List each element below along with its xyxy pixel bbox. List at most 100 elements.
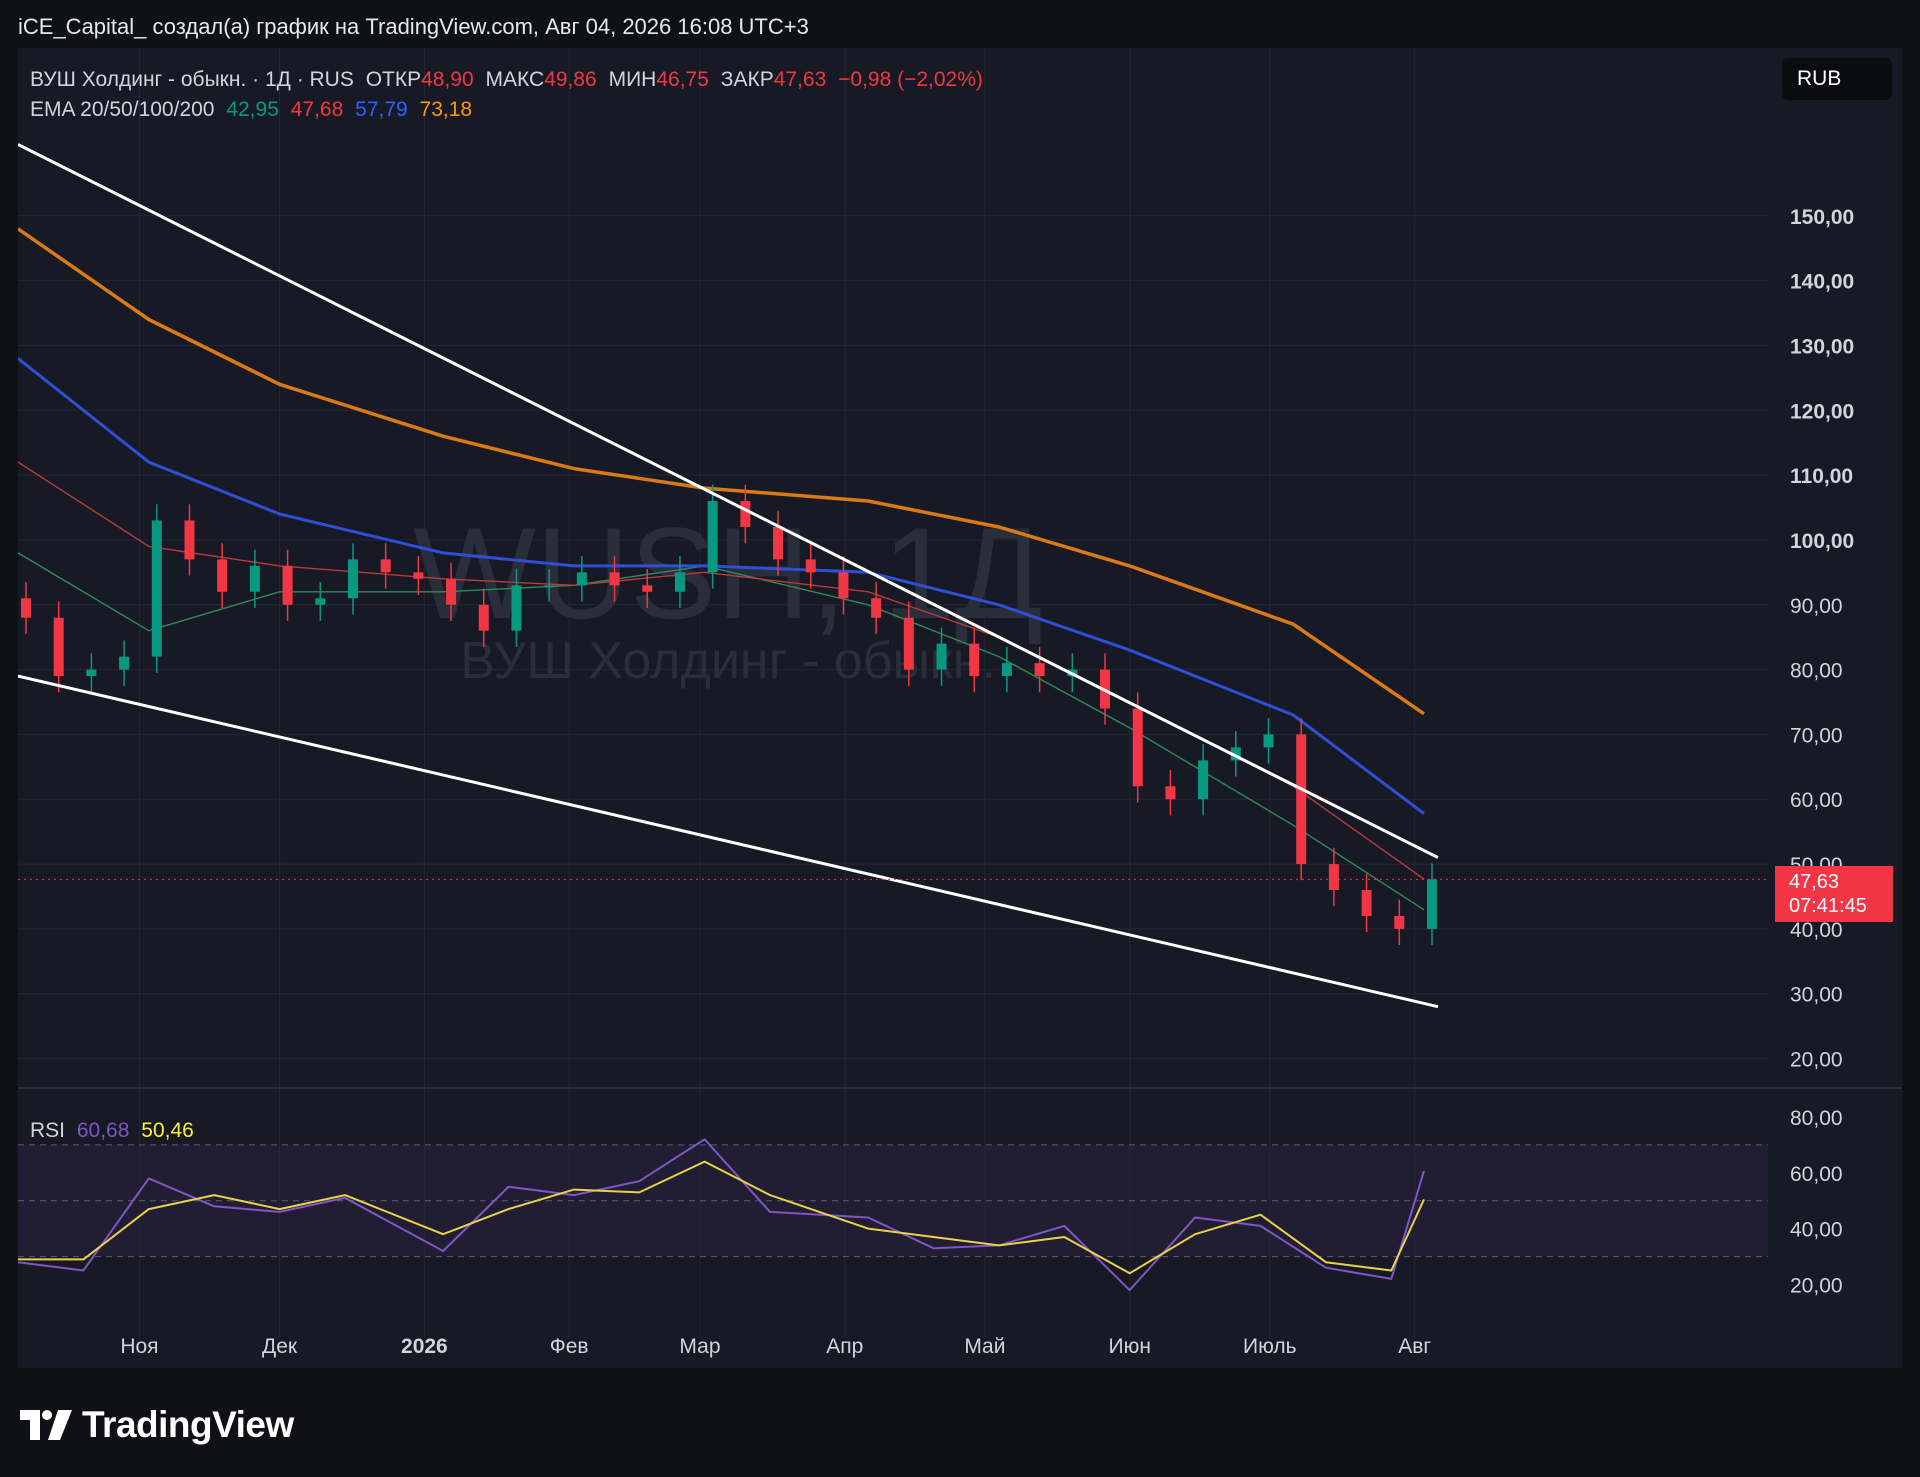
y-tick-label: 120,00 — [1790, 400, 1854, 423]
candle-body — [1198, 760, 1209, 800]
candle-body — [1426, 879, 1437, 929]
rsi-y-tick-label: 60,00 — [1790, 1163, 1843, 1186]
bar-countdown: 07:41:45 — [1789, 895, 1867, 917]
currency-button[interactable]: RUB — [1782, 58, 1892, 100]
low-label: МИН — [608, 68, 657, 91]
chart-area[interactable]: 20,0030,0040,0050,0060,0070,0080,0090,00… — [18, 48, 1902, 1368]
rsi-legend: RSI 60,68 50,46 — [30, 1119, 200, 1143]
tradingview-logo[interactable]: TradingView — [20, 1400, 294, 1450]
candle-body — [544, 585, 555, 588]
x-tick-label: Фев — [550, 1335, 589, 1358]
symbol-label[interactable]: ВУШ Холдинг - обыкн. · 1Д · RUS — [30, 68, 354, 91]
candle-body — [838, 572, 849, 599]
candle-body — [1296, 734, 1307, 865]
last-price-badge: 47,63 07:41:45 — [1775, 866, 1893, 922]
trendline-lower — [18, 674, 1439, 1009]
rsi-line-2 — [18, 1160, 1425, 1275]
tradingview-logo-text: TradingView — [82, 1404, 294, 1445]
y-tick-label: 90,00 — [1790, 595, 1843, 618]
candle-body — [511, 585, 522, 631]
x-tick-label: Авг — [1398, 1335, 1431, 1358]
candle-body — [184, 520, 195, 560]
candle-body — [249, 565, 260, 592]
candle-body — [1230, 747, 1241, 761]
candle-body — [674, 572, 685, 592]
candle-body — [936, 643, 947, 670]
y-tick-label: 60,00 — [1790, 789, 1843, 812]
rsi-y-tick-label: 20,00 — [1790, 1274, 1843, 1297]
candle-body — [217, 559, 228, 592]
candle-body — [707, 501, 718, 573]
last-price-value: 47,63 — [1789, 871, 1840, 893]
y-tick-label: 100,00 — [1790, 530, 1854, 553]
rsi-line-1 — [18, 1138, 1425, 1292]
rsi-label[interactable]: RSI — [30, 1119, 66, 1142]
candle-body — [903, 617, 914, 670]
x-tick-label: Июн — [1108, 1335, 1150, 1358]
watermark-name: ВУШ Холдинг - обыкн. — [460, 632, 996, 690]
ema200-value: 73,18 — [419, 98, 473, 121]
ema-label[interactable]: EMA 20/50/100/200 — [30, 98, 215, 121]
candle-body — [380, 559, 391, 573]
candle-body — [1361, 890, 1372, 916]
x-tick-label: Май — [964, 1335, 1005, 1358]
y-tick-label: 140,00 — [1790, 271, 1854, 294]
candle-body — [1263, 734, 1274, 748]
price-chart-svg[interactable]: 20,0030,0040,0050,0060,0070,0080,0090,00… — [18, 48, 1902, 1368]
x-tick-label: Апр — [826, 1335, 863, 1358]
trendline-upper — [18, 143, 1439, 859]
candle-body — [413, 572, 424, 579]
ema-line-3 — [18, 357, 1425, 815]
candle-body — [1328, 864, 1339, 890]
x-tick-label: Ноя — [120, 1335, 158, 1358]
close-label: ЗАКР — [720, 68, 774, 91]
tradingview-logo-icon — [20, 1410, 72, 1440]
candle-body — [119, 656, 130, 670]
candle-body — [642, 585, 653, 592]
x-tick-label: Июль — [1243, 1335, 1297, 1358]
change-value: −0,98 (−2,02%) — [838, 68, 983, 91]
open-value: 48,90 — [421, 68, 474, 91]
y-tick-label: 40,00 — [1790, 919, 1843, 942]
candle-body — [53, 617, 64, 677]
candle-body — [805, 559, 816, 573]
candle-body — [1165, 786, 1176, 800]
y-tick-label: 30,00 — [1790, 984, 1843, 1007]
candle-body — [282, 565, 293, 605]
candle-body — [315, 598, 326, 605]
open-label: ОТКР — [365, 68, 422, 91]
candle-body — [347, 559, 358, 599]
rsi-y-tick-label: 40,00 — [1790, 1219, 1843, 1242]
candle-body — [151, 520, 162, 657]
candle-body — [773, 526, 784, 560]
candle-body — [478, 604, 489, 631]
y-tick-label: 150,00 — [1790, 206, 1854, 229]
ohlc-legend: ВУШ Холдинг - обыкн. · 1Д · RUS ОТКР48,9… — [30, 68, 989, 92]
watermark-ticker: WUSH, 1Д — [413, 500, 1043, 646]
candle-body — [576, 572, 587, 586]
candle-body — [21, 598, 31, 618]
candle-body — [969, 643, 980, 677]
x-tick-label: Мар — [679, 1335, 720, 1358]
candle-body — [1394, 915, 1405, 929]
candle-body — [1034, 663, 1045, 677]
low-value: 46,75 — [656, 68, 709, 91]
ema-legend: EMA 20/50/100/200 42,95 47,68 57,79 73,1… — [30, 98, 478, 122]
high-value: 49,86 — [544, 68, 597, 91]
y-tick-label: 110,00 — [1790, 465, 1853, 488]
candle-body — [740, 501, 751, 527]
close-value: 47,63 — [773, 68, 827, 91]
candle-body — [446, 578, 457, 605]
candle-body — [1001, 663, 1012, 677]
candle-body — [871, 598, 882, 618]
rsi-ma-value: 50,46 — [141, 1119, 194, 1142]
y-tick-label: 70,00 — [1790, 724, 1843, 747]
candle-body — [609, 572, 620, 586]
x-tick-label: 2026 — [401, 1335, 448, 1358]
candle-body — [86, 669, 97, 677]
chart-attribution: iCE_Capital_ создал(а) график на Trading… — [18, 14, 809, 39]
ema50-value: 47,68 — [290, 98, 344, 121]
rsi-y-tick-label: 80,00 — [1790, 1107, 1843, 1130]
high-label: МАКС — [485, 68, 545, 91]
x-tick-label: Дек — [262, 1335, 298, 1358]
